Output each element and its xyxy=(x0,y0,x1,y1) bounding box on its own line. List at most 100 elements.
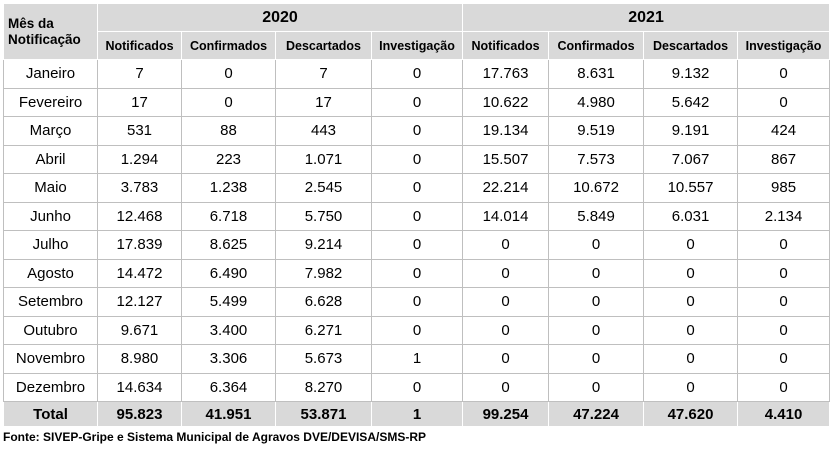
value-cell: 0 xyxy=(548,344,645,374)
value-cell: 0 xyxy=(737,230,831,260)
total-label: Total xyxy=(3,401,98,427)
value-cell: 7.067 xyxy=(643,144,739,174)
value-cell: 6.628 xyxy=(275,287,372,317)
value-cell: 0 xyxy=(370,230,464,260)
value-cell: 0 xyxy=(643,372,739,402)
value-cell: 1.071 xyxy=(275,144,372,174)
value-cell: 5.642 xyxy=(643,87,739,117)
month-cell: Outubro xyxy=(3,315,98,345)
value-cell: 0 xyxy=(370,287,464,317)
value-cell: 7 xyxy=(275,59,372,89)
value-cell: 7 xyxy=(97,59,182,89)
value-cell: 7.573 xyxy=(548,144,645,174)
value-cell: 0 xyxy=(548,258,645,288)
value-cell: 1.238 xyxy=(181,173,276,203)
value-cell: 6.718 xyxy=(181,201,276,231)
value-cell: 0 xyxy=(643,287,739,317)
month-cell: Maio xyxy=(3,173,98,203)
month-cell: Junho xyxy=(3,201,98,231)
value-cell: 6.271 xyxy=(275,315,372,345)
value-cell: 2.134 xyxy=(737,201,831,231)
value-cell: 2.545 xyxy=(275,173,372,203)
table-row: Novembro 8.980 3.306 5.673 1 0 0 0 0 xyxy=(3,344,831,374)
value-cell: 5.673 xyxy=(275,344,372,374)
month-cell: Janeiro xyxy=(3,59,98,89)
value-cell: 0 xyxy=(370,258,464,288)
value-cell: 9.671 xyxy=(97,315,182,345)
value-cell: 443 xyxy=(275,116,372,146)
total-row: Total 95.823 41.951 53.871 1 99.254 47.224 47.6… xyxy=(3,401,831,427)
value-cell: 9.214 xyxy=(275,230,372,260)
value-cell: 0 xyxy=(181,87,276,117)
value-cell: 15.507 xyxy=(462,144,550,174)
value-cell: 0 xyxy=(643,344,739,374)
corner-header: Mês da Notificação xyxy=(3,3,98,60)
value-cell: 0 xyxy=(370,116,464,146)
value-cell: 5.849 xyxy=(548,201,645,231)
value-cell: 223 xyxy=(181,144,276,174)
table-row: Maio 3.783 1.238 2.545 0 22.214 10.672 10.557 98… xyxy=(3,173,831,203)
column-header: Notificados xyxy=(462,31,550,60)
data-table: Mês da Notificação 2020 2021 Notificados… xyxy=(3,3,831,427)
value-cell: 6.031 xyxy=(643,201,739,231)
value-cell: 0 xyxy=(370,372,464,402)
value-cell: 531 xyxy=(97,116,182,146)
table-row: Junho 12.468 6.718 5.750 0 14.014 5.849 6.031 2.… xyxy=(3,201,831,231)
column-header: Notificados xyxy=(97,31,182,60)
year-header: 2021 xyxy=(462,3,831,32)
value-cell: 0 xyxy=(370,59,464,89)
total-cell: 95.823 xyxy=(97,401,182,427)
value-cell: 0 xyxy=(462,372,550,402)
value-cell: 0 xyxy=(737,372,831,402)
value-cell: 17 xyxy=(275,87,372,117)
value-cell: 0 xyxy=(462,344,550,374)
year-row: Mês da Notificação 2020 2021 xyxy=(3,3,831,60)
total-cell: 1 xyxy=(370,401,464,427)
value-cell: 6.364 xyxy=(181,372,276,402)
column-header: Descartados xyxy=(275,31,372,60)
value-cell: 0 xyxy=(462,315,550,345)
column-header: Descartados xyxy=(643,31,739,60)
value-cell: 8.980 xyxy=(97,344,182,374)
value-cell: 0 xyxy=(737,258,831,288)
value-cell: 9.519 xyxy=(548,116,645,146)
value-cell: 0 xyxy=(643,315,739,345)
value-cell: 22.214 xyxy=(462,173,550,203)
value-cell: 8.625 xyxy=(181,230,276,260)
value-cell: 17 xyxy=(97,87,182,117)
value-cell: 1.294 xyxy=(97,144,182,174)
value-cell: 0 xyxy=(462,230,550,260)
table-row: Fevereiro 17 0 17 0 10.622 4.980 5.642 0 xyxy=(3,87,831,117)
value-cell: 0 xyxy=(737,344,831,374)
value-cell: 0 xyxy=(548,230,645,260)
month-cell: Dezembro xyxy=(3,372,98,402)
column-header: Investigação xyxy=(370,31,464,60)
value-cell: 12.468 xyxy=(97,201,182,231)
value-cell: 9.191 xyxy=(643,116,739,146)
table-row: Setembro 12.127 5.499 6.628 0 0 0 0 0 xyxy=(3,287,831,317)
column-header: Confirmados xyxy=(548,31,645,60)
value-cell: 10.672 xyxy=(548,173,645,203)
value-cell: 9.132 xyxy=(643,59,739,89)
source-note: Fonte: SIVEP-Gripe e Sistema Municipal d… xyxy=(3,430,426,444)
value-cell: 14.634 xyxy=(97,372,182,402)
total-cell: 41.951 xyxy=(181,401,276,427)
value-cell: 0 xyxy=(370,315,464,345)
month-cell: Julho xyxy=(3,230,98,260)
value-cell: 0 xyxy=(737,87,831,117)
value-cell: 10.622 xyxy=(462,87,550,117)
value-cell: 424 xyxy=(737,116,831,146)
table-row: Dezembro 14.634 6.364 8.270 0 0 0 0 0 xyxy=(3,372,831,402)
value-cell: 3.400 xyxy=(181,315,276,345)
value-cell: 0 xyxy=(462,258,550,288)
value-cell: 14.014 xyxy=(462,201,550,231)
value-cell: 5.750 xyxy=(275,201,372,231)
value-cell: 1 xyxy=(370,344,464,374)
value-cell: 88 xyxy=(181,116,276,146)
value-cell: 8.631 xyxy=(548,59,645,89)
total-cell: 53.871 xyxy=(275,401,372,427)
value-cell: 0 xyxy=(548,287,645,317)
value-cell: 0 xyxy=(737,287,831,317)
value-cell: 0 xyxy=(548,372,645,402)
